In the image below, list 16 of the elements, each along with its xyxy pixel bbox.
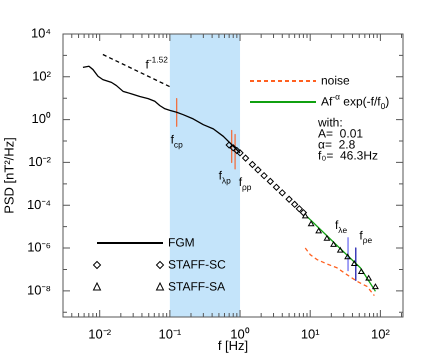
y-tick-label: 10⁻⁶ — [27, 240, 51, 255]
x-tick-label: 10² — [370, 326, 390, 342]
legend-label: STAFF-SA — [168, 279, 226, 294]
y-tick-label: 10⁰ — [32, 111, 51, 126]
x-tick-label: 10⁻¹ — [158, 326, 182, 342]
legend-label: STAFF-SC — [168, 257, 226, 272]
y-tick-label: 10² — [32, 68, 52, 84]
legend-label: FGM — [168, 235, 195, 250]
legend-label: noise — [321, 73, 350, 88]
x-tick-label: 10⁻² — [88, 326, 112, 342]
y-tick-label: 10⁻² — [28, 154, 52, 169]
y-tick-label: 10⁴ — [30, 26, 51, 41]
y-tick-label: 10⁻⁸ — [27, 282, 51, 298]
x-tick-label: 10¹ — [300, 326, 320, 342]
y-tick-label: 10⁻⁴ — [26, 196, 51, 212]
y-axis-title: PSD [nT²/Hz] — [1, 137, 16, 214]
